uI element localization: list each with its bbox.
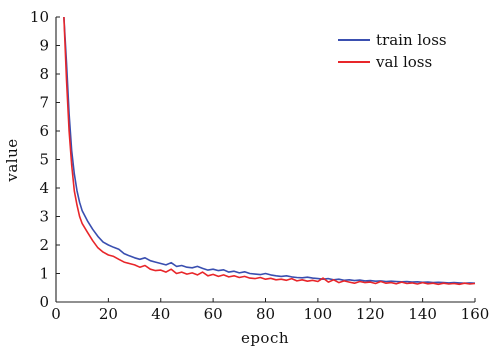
legend-label-val-loss: val loss — [375, 53, 432, 71]
x-tick-label: 120 — [356, 305, 385, 323]
legend: train loss val loss — [338, 31, 447, 71]
legend-label-train-loss: train loss — [376, 31, 447, 49]
y-tick-label: 1 — [39, 265, 49, 283]
y-tick-label: 5 — [39, 151, 49, 169]
y-tick-label: 6 — [39, 122, 49, 140]
x-tick-label: 40 — [151, 305, 170, 323]
y-tick-label: 7 — [39, 94, 49, 112]
x-tick-label: 160 — [461, 305, 489, 323]
series-layer — [63, 16, 476, 286]
y-tick-label: 10 — [30, 8, 49, 26]
x-tick-label: 100 — [304, 305, 333, 323]
y-tick-label: 0 — [39, 293, 49, 311]
axes: 0 20 40 60 80 100 120 140 160 0 1 2 3 4 5 6 7 8 9 10 — [30, 8, 489, 323]
x-tick-label: 140 — [408, 305, 437, 323]
y-tick-label: 2 — [39, 236, 49, 254]
x-tick-label: 60 — [204, 305, 223, 323]
x-tick-label: 0 — [51, 305, 61, 323]
y-tick-label: 9 — [39, 37, 49, 55]
series-line-train-loss — [63, 16, 476, 285]
x-tick-label: 20 — [99, 305, 118, 323]
y-tick-label: 8 — [39, 65, 49, 83]
y-axis-title: value — [3, 138, 21, 182]
x-tick-label: 80 — [256, 305, 275, 323]
y-tick-label: 3 — [39, 208, 49, 226]
x-axis-title: epoch — [241, 329, 289, 347]
y-tick-label: 4 — [39, 179, 49, 197]
series-line-val-loss — [63, 16, 476, 286]
